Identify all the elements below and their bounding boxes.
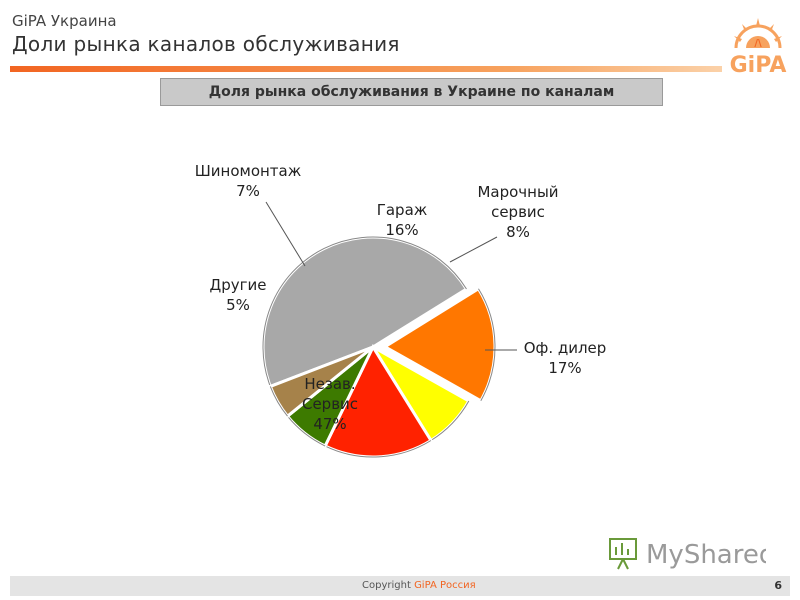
logo-text: GiPA (730, 53, 787, 78)
slice-name-label-2: Марочный (477, 183, 558, 201)
slice-name-label-3: Гараж (377, 201, 428, 219)
myshared-watermark: MyShared (609, 538, 766, 570)
header-accent-bar (10, 66, 722, 72)
pie-slice-outline-4 (287, 415, 326, 447)
page-title: Доли рынка каналов обслуживания (12, 32, 400, 56)
watermark-text: MyShared (646, 540, 766, 570)
presentation-icon (609, 538, 637, 570)
footer: Copyright GiPA Россия 6 (10, 576, 790, 596)
slice-value-label-4: 7% (236, 182, 260, 200)
slice-value-label-5: 5% (226, 296, 250, 314)
pie-slice-outline-5 (269, 386, 288, 417)
pie-slice-outline-3 (324, 440, 432, 458)
leader-line-2 (449, 236, 498, 263)
leader-line-4 (265, 201, 306, 267)
pie-slice-outline-2 (430, 400, 470, 441)
copyright-org: GiPA Россия (414, 580, 476, 591)
chart-title: Доля рынка обслуживания в Украине по кан… (160, 78, 663, 106)
page-number: 6 (774, 579, 782, 592)
svg-text:/\: /\ (754, 38, 762, 49)
pie-slice-outline-1 (478, 288, 496, 401)
slice-name-label-1: Оф. дилер (524, 339, 607, 357)
gipa-logo: /\ GiPA (730, 18, 787, 78)
slice-name-label-0: Незав. (304, 375, 355, 393)
header-org: GiPA Украина (12, 12, 117, 30)
slice-name-label-2: сервис (491, 203, 545, 221)
slice-name-label-0: Сервис (302, 395, 358, 413)
slice-value-label-2: 8% (506, 223, 530, 241)
slice-name-label-5: Другие (210, 276, 267, 294)
footer-copyright: Copyright GiPA Россия (362, 580, 476, 591)
slice-name-label-4: Шиномонтаж (195, 162, 302, 180)
copyright-label: Copyright (362, 580, 411, 591)
slice-value-label-0: 47% (313, 415, 346, 433)
sun-icon: /\ (734, 18, 782, 49)
pie-slice-outline-0 (262, 236, 467, 387)
slice-value-label-1: 17% (548, 359, 581, 377)
slice-value-label-3: 16% (385, 221, 418, 239)
